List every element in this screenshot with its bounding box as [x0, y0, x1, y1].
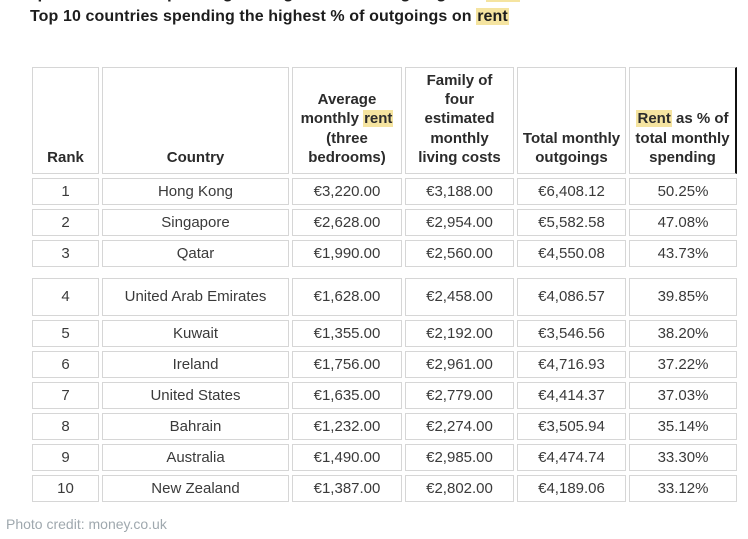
cell-country: Singapore: [102, 208, 289, 236]
cell-avg-rent: €1,355.00: [292, 319, 402, 347]
clipped-previous-line: Top 10 countries spending the highest % …: [18, 0, 630, 3]
cell-avg-rent: €3,220.00: [292, 177, 402, 205]
table-row: 4 United Arab Emirates €1,628.00 €2,458.00 €…: [32, 277, 737, 316]
cell-outgoings: €3,546.56: [517, 319, 626, 347]
cell-rank: 6: [32, 350, 99, 378]
cell-avg-rent: €1,635.00: [292, 381, 402, 409]
table-row: 7 United States €1,635.00 €2,779.00 €4,414.3…: [32, 381, 737, 409]
table-row: 2 Singapore €2,628.00 €2,954.00 €5,582.58 47.…: [32, 208, 737, 236]
cell-rent-pct: 47.08%: [629, 208, 737, 236]
cell-avg-rent: €1,387.00: [292, 474, 402, 502]
cell-avg-rent: €1,990.00: [292, 239, 402, 267]
cell-living-costs: €2,458.00: [405, 277, 514, 316]
header-avg-rent: Average monthly rent (three bedrooms): [292, 67, 402, 174]
header-living-costs-label: Family of four estimated monthly living …: [418, 72, 501, 166]
header-rent-pct: Rent as % of total monthly spending: [629, 67, 737, 174]
clipped-previous-line-text: Top 10 countries spending the highest % …: [18, 0, 630, 3]
cell-avg-rent: €1,490.00: [292, 443, 402, 471]
table-row: 9 Australia €1,490.00 €2,985.00 €4,474.74 33.…: [32, 443, 737, 471]
cell-rent-pct: 50.25%: [629, 177, 737, 205]
cell-outgoings: €4,550.08: [517, 239, 626, 267]
header-outgoings-label: Total monthly outgoings: [522, 129, 621, 166]
header-avg-rent-prefix: Average monthly: [300, 91, 377, 128]
title-rent-highlight: rent: [476, 8, 509, 25]
cell-country: Bahrain: [102, 412, 289, 440]
cell-outgoings: €4,414.37: [517, 381, 626, 409]
header-rank-label: Rank: [47, 148, 84, 166]
cell-outgoings: €4,474.74: [517, 443, 626, 471]
cell-living-costs: €2,779.00: [405, 381, 514, 409]
cell-rank: 2: [32, 208, 99, 236]
cell-living-costs: €2,560.00: [405, 239, 514, 267]
page-title-text: Top 10 countries spending the highest % …: [30, 8, 477, 25]
cell-rent-pct: 37.03%: [629, 381, 737, 409]
header-avg-rent-suffix: (three bedrooms): [308, 129, 386, 166]
cell-outgoings: €4,086.57: [517, 277, 626, 316]
cell-living-costs: €3,188.00: [405, 177, 514, 205]
cell-rank: 9: [32, 443, 99, 471]
clipped-rent-highlight: rent: [486, 0, 521, 2]
header-row: Rank Country Average monthly rent (three…: [32, 67, 737, 174]
cell-rent-pct: 43.73%: [629, 239, 737, 267]
cell-rank: 5: [32, 319, 99, 347]
cell-living-costs: €2,954.00: [405, 208, 514, 236]
header-country-label: Country: [166, 148, 225, 166]
cell-rent-pct: 37.22%: [629, 350, 737, 378]
cell-rent-pct: 39.85%: [629, 277, 737, 316]
row-gap-spacer: [32, 271, 737, 274]
cell-country: Kuwait: [102, 319, 289, 347]
cell-outgoings: €4,716.93: [517, 350, 626, 378]
header-living-costs: Family of four estimated monthly living …: [405, 67, 514, 174]
cell-outgoings: €6,408.12: [517, 177, 626, 205]
cell-country: United States: [102, 381, 289, 409]
cell-rent-pct: 38.20%: [629, 319, 737, 347]
cell-rank: 3: [32, 239, 99, 267]
cell-rank: 1: [32, 177, 99, 205]
cell-country: Australia: [102, 443, 289, 471]
table-row: 8 Bahrain €1,232.00 €2,274.00 €3,505.94 35.14…: [32, 412, 737, 440]
cell-outgoings: €5,582.58: [517, 208, 626, 236]
cell-outgoings: €4,189.06: [517, 474, 626, 502]
table-row: 6 Ireland €1,756.00 €2,961.00 €4,716.93 37.22…: [32, 350, 737, 378]
cell-country: Hong Kong: [102, 177, 289, 205]
header-rank: Rank: [32, 67, 99, 174]
cell-country: Qatar: [102, 239, 289, 267]
page-title: Top 10 countries spending the highest % …: [30, 8, 509, 26]
clipped-title-prefix: Top 10 countries spending the highest % …: [18, 0, 486, 2]
cell-rank: 7: [32, 381, 99, 409]
cell-living-costs: €2,192.00: [405, 319, 514, 347]
cell-rent-pct: 33.30%: [629, 443, 737, 471]
cell-outgoings: €3,505.94: [517, 412, 626, 440]
cell-avg-rent: €1,628.00: [292, 277, 402, 316]
table-body: 1 Hong Kong €3,220.00 €3,188.00 €6,408.12 50.…: [32, 177, 737, 502]
table-row: 5 Kuwait €1,355.00 €2,192.00 €3,546.56 38.20%: [32, 319, 737, 347]
cell-country: Ireland: [102, 350, 289, 378]
cell-country: New Zealand: [102, 474, 289, 502]
cell-rent-pct: 33.12%: [629, 474, 737, 502]
table-row: 3 Qatar €1,990.00 €2,560.00 €4,550.08 43.73%: [32, 239, 737, 267]
cell-living-costs: €2,802.00: [405, 474, 514, 502]
photo-credit: Photo credit: money.co.uk: [6, 516, 167, 532]
cell-rent-pct: 35.14%: [629, 412, 737, 440]
cell-avg-rent: €1,232.00: [292, 412, 402, 440]
header-country: Country: [102, 67, 289, 174]
header-rent-highlight: rent: [363, 110, 394, 128]
cell-rank: 4: [32, 277, 99, 316]
header-outgoings: Total monthly outgoings: [517, 67, 626, 174]
rent-table: Rank Country Average monthly rent (three…: [29, 63, 740, 506]
cell-avg-rent: €2,628.00: [292, 208, 402, 236]
cell-living-costs: €2,985.00: [405, 443, 514, 471]
table-row: 1 Hong Kong €3,220.00 €3,188.00 €6,408.12 50.…: [32, 177, 737, 205]
cell-country: United Arab Emirates: [102, 277, 289, 316]
cell-living-costs: €2,961.00: [405, 350, 514, 378]
table-row: 10 New Zealand €1,387.00 €2,802.00 €4,189.06…: [32, 474, 737, 502]
cell-rank: 8: [32, 412, 99, 440]
header-rent-pct-highlight: Rent: [636, 110, 672, 128]
header-rent-pct-suffix: as % of total monthly spending: [635, 110, 730, 166]
cell-living-costs: €2,274.00: [405, 412, 514, 440]
cell-rank: 10: [32, 474, 99, 502]
cell-avg-rent: €1,756.00: [292, 350, 402, 378]
